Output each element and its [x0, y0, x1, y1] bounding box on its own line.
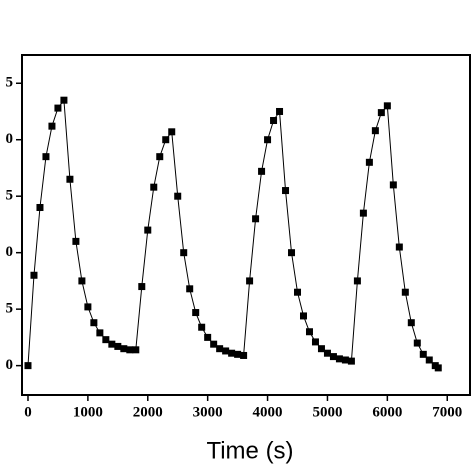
- data-point: [329, 353, 337, 361]
- y-tick-label: 5: [6, 75, 14, 91]
- data-point: [341, 356, 349, 364]
- data-point: [317, 345, 325, 353]
- data-point: [434, 364, 442, 372]
- data-point: [36, 203, 44, 211]
- data-point: [288, 249, 296, 257]
- y-tick-label: 0: [6, 244, 14, 260]
- data-point: [276, 107, 284, 115]
- x-tick-label: 0: [24, 404, 32, 420]
- data-point: [180, 249, 188, 257]
- data-point: [282, 187, 290, 195]
- data-point: [168, 128, 176, 136]
- data-point: [365, 158, 373, 166]
- data-point: [353, 277, 361, 285]
- data-point: [228, 349, 236, 357]
- y-tick-label: 0: [6, 131, 14, 147]
- data-point: [335, 355, 343, 363]
- data-point: [389, 181, 397, 189]
- data-point: [264, 136, 272, 144]
- data-point: [371, 127, 379, 135]
- data-point: [252, 215, 260, 223]
- data-point: [210, 340, 218, 348]
- data-point: [48, 122, 56, 130]
- data-point: [359, 209, 367, 217]
- data-point: [96, 329, 104, 337]
- data-point: [299, 312, 307, 320]
- x-axis-label: Time (s): [206, 437, 293, 464]
- x-tick-label: 1000: [73, 404, 103, 420]
- x-tick-label: 4000: [253, 404, 283, 420]
- data-point: [42, 153, 50, 161]
- data-point: [222, 347, 230, 355]
- data-point: [66, 175, 74, 183]
- data-point: [258, 167, 266, 175]
- data-point: [102, 336, 110, 344]
- data-point: [204, 333, 212, 341]
- data-point: [395, 243, 403, 251]
- data-point: [60, 96, 68, 104]
- data-point: [407, 319, 415, 327]
- data-point: [305, 328, 313, 336]
- data-point: [246, 277, 254, 285]
- data-point: [156, 153, 164, 161]
- x-tick-label: 5000: [312, 404, 342, 420]
- data-point: [270, 117, 278, 125]
- data-point: [138, 283, 146, 291]
- data-point: [401, 288, 409, 296]
- data-point: [126, 346, 134, 354]
- data-point: [377, 109, 385, 117]
- data-point: [150, 183, 158, 191]
- data-point: [419, 350, 427, 358]
- data-point: [240, 351, 248, 359]
- data-point: [383, 102, 391, 110]
- x-tick-label: 2000: [133, 404, 163, 420]
- data-point: [425, 356, 433, 364]
- data-point: [24, 362, 32, 370]
- data-point: [114, 342, 122, 350]
- x-tick-label: 3000: [193, 404, 223, 420]
- data-point: [144, 226, 152, 234]
- data-point: [120, 345, 128, 353]
- x-tick-label: 7000: [432, 404, 462, 420]
- data-point: [54, 104, 62, 112]
- data-point: [186, 285, 194, 293]
- y-tick-label: 5: [6, 301, 14, 317]
- data-point: [72, 237, 80, 245]
- series-line: [27, 98, 439, 369]
- y-tick-label: 5: [6, 188, 14, 204]
- data-point: [162, 136, 170, 144]
- data-point: [90, 319, 98, 327]
- data-point: [192, 309, 200, 317]
- data-point: [216, 345, 224, 353]
- data-point: [413, 339, 421, 347]
- data-point: [347, 357, 355, 365]
- data-point: [30, 271, 38, 279]
- data-point: [294, 288, 302, 296]
- data-point: [323, 349, 331, 357]
- data-point: [311, 338, 319, 346]
- plot-frame: [21, 54, 471, 396]
- y-tick-label: 0: [6, 357, 14, 373]
- data-point: [78, 277, 86, 285]
- data-point: [198, 323, 206, 331]
- data-point: [174, 192, 182, 200]
- x-tick-label: 6000: [372, 404, 402, 420]
- data-point: [108, 340, 116, 348]
- data-point: [234, 350, 242, 358]
- data-point: [84, 303, 92, 311]
- data-point: [132, 346, 140, 354]
